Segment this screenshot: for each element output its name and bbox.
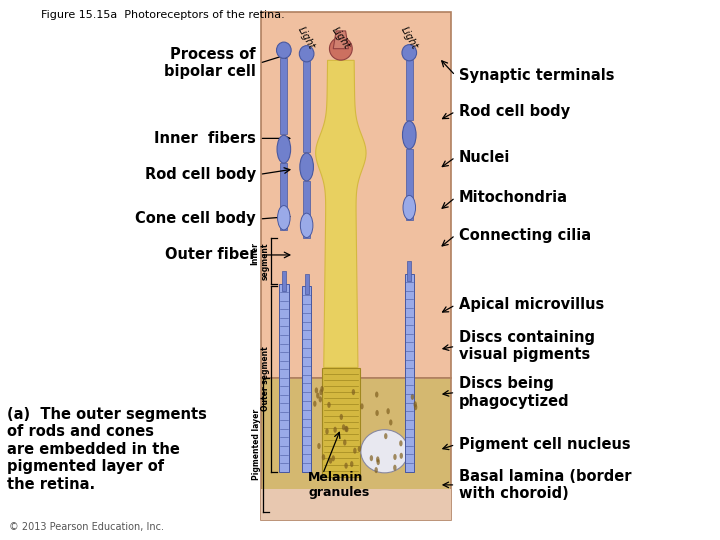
Ellipse shape [319, 396, 322, 402]
Text: Process of
bipolar cell: Process of bipolar cell [164, 47, 256, 79]
Bar [405, 60, 413, 120]
Ellipse shape [320, 386, 324, 392]
Ellipse shape [344, 463, 348, 469]
Ellipse shape [354, 448, 356, 454]
Ellipse shape [318, 443, 320, 449]
Ellipse shape [330, 37, 352, 60]
Text: Mitochondria: Mitochondria [459, 190, 568, 205]
Ellipse shape [402, 45, 417, 61]
Ellipse shape [277, 135, 291, 163]
Text: Inner  fibers: Inner fibers [154, 131, 256, 146]
Text: (a)  The outer segments
of rods and cones
are embedded in the
pigmented layer of: (a) The outer segments of rods and cones… [7, 407, 207, 491]
Ellipse shape [360, 403, 364, 409]
Ellipse shape [375, 410, 379, 416]
Ellipse shape [393, 454, 397, 460]
Ellipse shape [315, 387, 318, 394]
Ellipse shape [358, 446, 361, 452]
Ellipse shape [377, 459, 380, 465]
Ellipse shape [361, 430, 408, 473]
Ellipse shape [343, 440, 346, 445]
Bar [280, 58, 287, 134]
Text: Cone cell body: Cone cell body [135, 212, 256, 226]
Ellipse shape [400, 453, 403, 459]
Ellipse shape [393, 465, 397, 471]
Ellipse shape [384, 433, 387, 439]
Ellipse shape [300, 213, 313, 238]
Text: Basal lamina (border
with choroid): Basal lamina (border with choroid) [459, 469, 631, 501]
Bar [405, 148, 413, 220]
Bar [303, 181, 310, 238]
Ellipse shape [316, 393, 320, 399]
Ellipse shape [331, 455, 335, 461]
Ellipse shape [389, 420, 392, 426]
Ellipse shape [399, 440, 402, 447]
Text: Pigment cell nucleus: Pigment cell nucleus [459, 437, 631, 452]
Bar [282, 271, 286, 292]
Bar [303, 62, 310, 152]
Ellipse shape [344, 426, 348, 432]
Ellipse shape [414, 404, 418, 410]
Ellipse shape [342, 424, 346, 430]
Text: Rod cell body: Rod cell body [145, 167, 256, 182]
Text: Synaptic terminals: Synaptic terminals [459, 68, 614, 83]
Ellipse shape [374, 467, 378, 473]
Text: Connecting cilia: Connecting cilia [459, 227, 591, 242]
Text: Nuclei: Nuclei [459, 150, 510, 165]
Ellipse shape [410, 394, 414, 400]
Text: Inner
segment: Inner segment [250, 242, 269, 280]
Bar [405, 274, 414, 471]
Text: Light: Light [296, 25, 317, 51]
Ellipse shape [320, 389, 323, 395]
Ellipse shape [300, 153, 313, 181]
Ellipse shape [387, 408, 390, 414]
Text: Outer segment: Outer segment [261, 347, 269, 411]
Text: Outer fiber: Outer fiber [164, 247, 256, 262]
Ellipse shape [322, 454, 325, 460]
Bar [408, 261, 411, 281]
Bar [302, 286, 311, 471]
Bar [261, 377, 451, 520]
Ellipse shape [402, 121, 416, 149]
Ellipse shape [313, 401, 317, 407]
Ellipse shape [403, 195, 415, 220]
Ellipse shape [333, 427, 337, 433]
Text: Light: Light [330, 25, 352, 51]
Ellipse shape [277, 206, 290, 230]
Ellipse shape [350, 461, 354, 467]
Bar [322, 368, 360, 477]
Bar [279, 284, 289, 471]
Ellipse shape [369, 455, 373, 461]
Bar [280, 163, 287, 231]
Text: Rod cell body: Rod cell body [459, 104, 570, 119]
Ellipse shape [329, 457, 332, 464]
Ellipse shape [376, 456, 379, 462]
Bar [305, 274, 309, 294]
Text: Light: Light [399, 25, 420, 51]
Ellipse shape [351, 389, 355, 395]
Polygon shape [333, 31, 348, 49]
Text: Discs being
phagocytized: Discs being phagocytized [459, 376, 570, 409]
Text: Pigmented layer: Pigmented layer [252, 409, 261, 481]
Text: Melanin
granules: Melanin granules [308, 471, 369, 500]
Ellipse shape [413, 401, 417, 407]
Ellipse shape [375, 392, 379, 397]
Text: Apical microvillus: Apical microvillus [459, 298, 604, 313]
Ellipse shape [340, 414, 343, 420]
Text: Discs containing
visual pigments: Discs containing visual pigments [459, 330, 595, 362]
Polygon shape [315, 60, 366, 368]
Text: © 2013 Pearson Education, Inc.: © 2013 Pearson Education, Inc. [9, 522, 163, 532]
Bar [261, 12, 451, 377]
Ellipse shape [325, 428, 329, 434]
Text: Figure 15.15a  Photoreceptors of the retina.: Figure 15.15a Photoreceptors of the reti… [41, 10, 284, 20]
Ellipse shape [328, 402, 330, 408]
Ellipse shape [300, 46, 314, 62]
Ellipse shape [276, 42, 291, 58]
Bar [261, 489, 451, 520]
Ellipse shape [345, 426, 348, 433]
